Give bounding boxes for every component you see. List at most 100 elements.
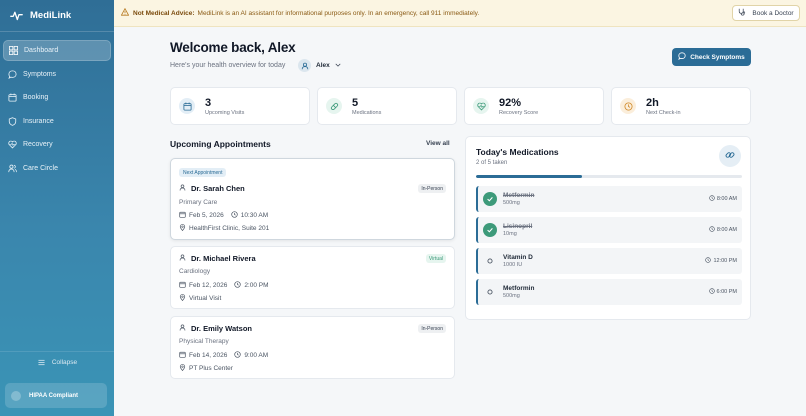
stat-card-next-check-in[interactable]: 2h Next Check-in	[611, 87, 751, 125]
pill-icon	[326, 98, 342, 114]
clock-icon	[234, 351, 241, 360]
medication-dose: 1000 IU	[503, 262, 523, 268]
clock-icon	[709, 195, 715, 203]
user-avatar-icon	[298, 59, 311, 72]
clock-icon	[705, 257, 712, 265]
medications-link-button[interactable]	[719, 145, 741, 167]
medication-time: 8:00 AM	[709, 195, 737, 203]
calendar-icon	[8, 93, 17, 102]
doctor-name: Dr. Michael Rivera	[179, 254, 256, 263]
sidebar-item-booking[interactable]: Booking	[3, 87, 111, 108]
check-icon[interactable]	[483, 223, 497, 237]
location-text: PT Plus Center	[189, 365, 233, 372]
calendar-icon	[179, 351, 186, 360]
user-icon	[179, 254, 186, 263]
medication-item[interactable]: Metformin 500mg 6:00 PM	[476, 279, 742, 305]
appointment-time: 9:00 AM	[244, 352, 269, 359]
visit-type-badge: In-Person	[418, 324, 446, 333]
medication-item[interactable]: Metformin 500mg 8:00 AM	[476, 186, 742, 212]
stat-card-medications[interactable]: 5 Medications	[317, 87, 457, 125]
medication-dose: 500mg	[503, 293, 520, 299]
sidebar-item-symptoms[interactable]: Symptoms	[3, 64, 111, 85]
hipaa-title: HIPAA Compliant	[29, 392, 78, 399]
medications-progress-bar	[476, 175, 742, 178]
progress-fill	[476, 175, 583, 178]
medication-dose: 500mg	[503, 200, 520, 206]
circle-icon[interactable]	[483, 285, 497, 299]
stat-value: 5	[352, 96, 359, 109]
doctor-name-text: Dr. Emily Watson	[191, 324, 252, 333]
appointment-location: HealthFirst Clinic, Suite 201	[179, 224, 269, 233]
sidebar-item-care-circle[interactable]: Care Circle	[3, 158, 111, 179]
users-icon	[8, 164, 17, 173]
view-all-link[interactable]: View all	[426, 140, 450, 147]
appointment-card[interactable]: Dr. Michael Rivera Virtual Cardiology Fe…	[170, 246, 455, 309]
doctor-name: Dr. Emily Watson	[179, 324, 252, 333]
medication-time-text: 8:00 AM	[716, 196, 737, 202]
visit-type-badge: In-Person	[418, 184, 446, 193]
sidebar-item-label: Care Circle	[23, 164, 59, 172]
doctor-name-text: Dr. Sarah Chen	[191, 184, 245, 193]
specialty: Primary Care	[179, 199, 218, 206]
heart-pulse-icon	[473, 98, 489, 114]
location-text: HealthFirst Clinic, Suite 201	[189, 225, 270, 232]
check-symptoms-button[interactable]: Check Symptoms	[672, 48, 751, 66]
page-subtitle: Here's your health overview for today	[170, 62, 286, 69]
hipaa-badge: HIPAA Compliant	[5, 383, 107, 408]
medication-item[interactable]: Lisinopril 10mg 8:00 AM	[476, 217, 742, 243]
medication-name: Lisinopril	[503, 223, 533, 230]
appointment-datetime: Feb 5, 2026 10:30 AM	[179, 211, 268, 220]
page-title: Welcome back, Alex	[170, 40, 296, 55]
appointment-time: 10:30 AM	[240, 212, 269, 219]
sidebar-item-recovery[interactable]: Recovery	[3, 134, 111, 155]
circle-icon[interactable]	[483, 254, 497, 268]
medication-name: Metformin	[503, 285, 535, 292]
map-pin-icon	[179, 224, 186, 233]
clock-icon	[620, 98, 636, 114]
medication-time: 8:00 AM	[709, 226, 737, 234]
map-pin-icon	[179, 364, 186, 373]
check-symptoms-label: Check Symptoms	[690, 53, 745, 61]
collapse-label: Collapse	[51, 359, 78, 366]
stat-card-recovery-score[interactable]: 92% Recovery Score	[464, 87, 604, 125]
clock-icon	[231, 211, 238, 220]
calendar-icon	[179, 281, 186, 290]
warning-icon	[120, 7, 130, 18]
appointment-location: Virtual Visit	[179, 294, 221, 303]
doctor-name-text: Dr. Michael Rivera	[191, 254, 256, 263]
user-switcher[interactable]: Alex	[298, 59, 341, 72]
book-doctor-label: Book a Doctor	[752, 9, 794, 17]
calendar-icon	[179, 211, 186, 220]
medication-time: 6:00 PM	[708, 288, 737, 296]
brand[interactable]: MediLink	[0, 0, 114, 32]
sidebar: MediLink Dashboard Symptoms Booking Insu…	[0, 0, 114, 416]
appointment-date: Feb 14, 2026	[189, 352, 228, 359]
sidebar-item-label: Insurance	[23, 117, 54, 125]
book-doctor-button[interactable]: Book a Doctor	[732, 5, 800, 21]
appointment-card[interactable]: Dr. Emily Watson In-Person Physical Ther…	[170, 316, 455, 379]
medication-dose: 10mg	[503, 231, 517, 237]
stat-card-upcoming-visits[interactable]: 3 Upcoming Visits	[170, 87, 310, 125]
user-name: Alex	[316, 62, 330, 69]
appointment-card[interactable]: Next Appointment Dr. Sarah Chen In-Perso…	[170, 158, 455, 240]
sidebar-item-label: Symptoms	[23, 70, 57, 78]
sidebar-item-label: Dashboard	[24, 47, 59, 54]
chevron-down-icon	[335, 62, 341, 70]
stat-value: 92%	[499, 96, 522, 109]
banner-title: Not Medical Advice:	[133, 9, 195, 17]
sidebar-item-dashboard[interactable]: Dashboard	[3, 40, 111, 61]
chat-icon	[678, 52, 686, 62]
visit-type-badge: Virtual	[425, 254, 446, 263]
medications-panel: Today's Medications 2 of 5 taken Metform…	[465, 136, 751, 320]
medication-time-text: 12:00 PM	[713, 258, 737, 264]
medications-subtitle: 2 of 5 taken	[476, 160, 508, 166]
doctor-name: Dr. Sarah Chen	[179, 184, 245, 193]
dashboard-icon	[9, 46, 18, 55]
sidebar-item-insurance[interactable]: Insurance	[3, 111, 111, 132]
next-appointment-badge: Next Appointment	[179, 168, 227, 177]
medication-time-text: 6:00 PM	[716, 289, 737, 295]
check-icon[interactable]	[483, 192, 497, 206]
collapse-button[interactable]: Collapse	[0, 351, 114, 371]
appointments-title: Upcoming Appointments	[170, 139, 271, 149]
medication-item[interactable]: Vitamin D 1000 IU 12:00 PM	[476, 248, 742, 274]
